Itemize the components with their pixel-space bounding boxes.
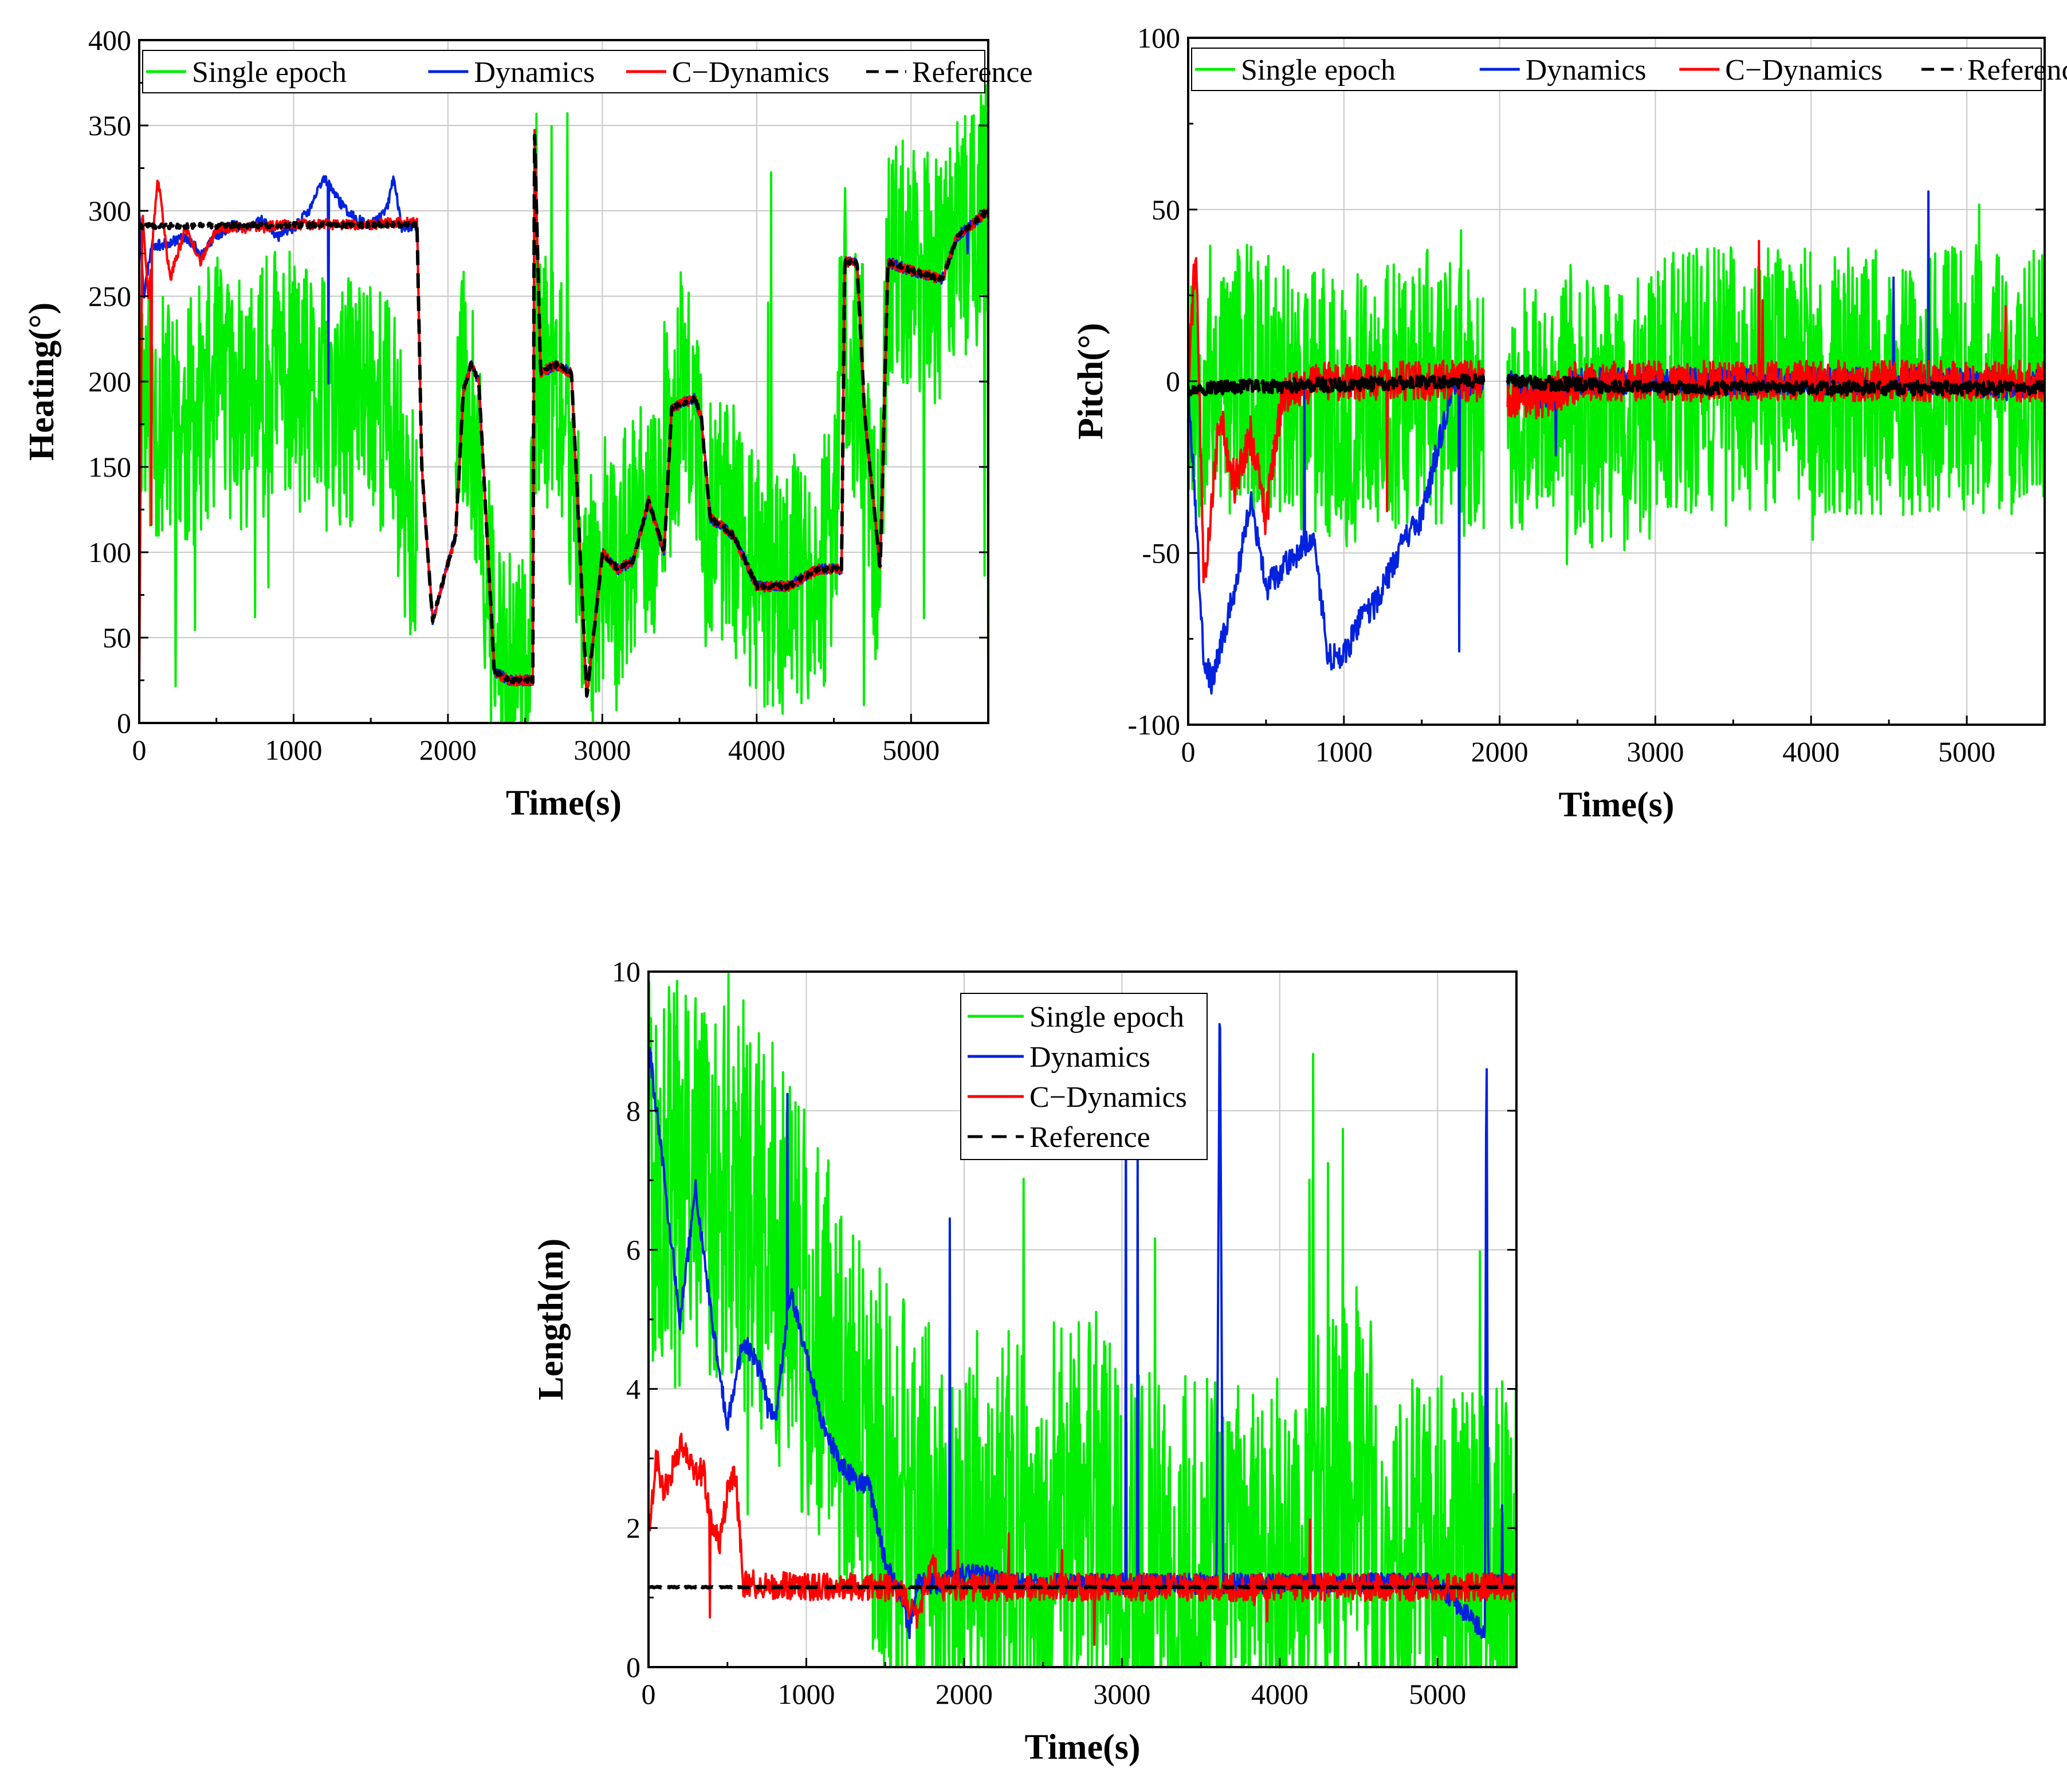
length-y-tick-label: 6 [626, 1234, 640, 1266]
length-legend-label: Reference [1029, 1121, 1150, 1154]
pitch-chart: 0 1000 2000 3000 4000 5000 -100 -50 0 50 100 Time(s… [1071, 22, 2067, 824]
pitch-y-tick-label: 100 [1137, 22, 1180, 54]
heading-legend-box [142, 50, 985, 93]
heading-x-tick-label: 4000 [728, 734, 785, 766]
length-x-axis-label: Time(s) [1024, 1728, 1140, 1767]
heading-legend-label: Single epoch [192, 56, 347, 89]
heading-legend-item-dynamics: Dynamics [428, 56, 595, 89]
pitch-x-axis-label: Time(s) [1558, 785, 1674, 824]
heading-y-tick-label: 250 [88, 280, 131, 312]
length-legend-item-single-epoch: Single epoch [968, 1001, 1184, 1033]
pitch-legend-label: Single epoch [1241, 54, 1396, 87]
heading-y-tick-label: 100 [88, 536, 131, 568]
pitch-x-tick-label: 5000 [1938, 736, 1995, 768]
length-chart: 0 1000 2000 3000 4000 5000 0 2 4 6 8 10 Time(s) Lengt… [532, 956, 1518, 1767]
pitch-legend-item-single-epoch: Single epoch [1195, 54, 1396, 87]
heading-legend-item-c-dynamics: C−Dynamics [626, 56, 830, 89]
pitch-series-single-epoch [1188, 203, 2045, 565]
pitch-legend-label: Dynamics [1526, 54, 1646, 87]
length-series-reference [649, 1585, 1516, 1590]
length-x-tick-label: 2000 [936, 1678, 993, 1710]
pitch-y-tick-label: 50 [1152, 194, 1180, 226]
heading-x-axis-label: Time(s) [506, 784, 622, 823]
pitch-legend-item-dynamics: Dynamics [1479, 54, 1646, 87]
length-y-tick-label: 0 [626, 1651, 640, 1683]
length-legend-item-c-dynamics: C−Dynamics [968, 1081, 1187, 1114]
heading-y-tick-label: 400 [88, 24, 131, 56]
heading-y-tick-label: 200 [88, 366, 131, 398]
pitch-x-tick-label: 3000 [1626, 736, 1684, 768]
length-x-tick-label: 4000 [1251, 1678, 1308, 1710]
heading-x-tick-label: 2000 [419, 734, 477, 766]
heading-legend-item-single-epoch: Single epoch [146, 56, 347, 89]
heading-y-tick-label: 350 [88, 109, 131, 142]
heading-legend: Single epoch Dynamics C−Dynamics Reference [142, 50, 1033, 93]
heading-y-axis-label: Heating(°) [22, 302, 61, 461]
length-y-tick-label: 8 [626, 1095, 640, 1127]
length-y-axis-label: Length(m) [532, 1239, 571, 1400]
heading-x-tick-label: 1000 [265, 734, 322, 766]
length-x-tick-label: 3000 [1093, 1678, 1150, 1710]
length-series-single-epoch [649, 972, 1516, 1667]
heading-legend-label: Reference [912, 56, 1033, 89]
heading-legend-label: C−Dynamics [672, 56, 830, 89]
heading-chart: 0 1000 2000 3000 4000 5000 0 50 100 150 200 250 300 3… [22, 24, 1033, 823]
length-legend-label: C−Dynamics [1029, 1081, 1187, 1114]
pitch-legend-box [1191, 48, 2042, 91]
heading-y-tick-label: 0 [117, 707, 131, 739]
pitch-legend-item-reference: Reference [1921, 54, 2067, 87]
length-x-tick-label: 0 [642, 1678, 656, 1710]
pitch-y-tick-label: -50 [1142, 537, 1180, 569]
length-y-tick-label: 10 [612, 956, 640, 988]
pitch-series-reference [1188, 373, 2045, 397]
pitch-legend: Single epoch Dynamics C−Dynamics Reference [1191, 48, 2067, 91]
length-legend-item-reference: Reference [968, 1121, 1150, 1154]
heading-legend-item-reference: Reference [866, 56, 1033, 89]
pitch-x-tick-label: 0 [1181, 736, 1196, 768]
pitch-legend-label: Reference [1967, 54, 2067, 87]
heading-x-tick-label: 0 [132, 734, 147, 766]
heading-y-tick-label: 300 [88, 195, 131, 227]
heading-x-tick-label: 3000 [573, 734, 631, 766]
pitch-x-tick-label: 2000 [1471, 736, 1528, 768]
pitch-legend-item-c-dynamics: C−Dynamics [1679, 54, 1883, 87]
length-legend-label: Single epoch [1029, 1001, 1184, 1033]
pitch-legend-label: C−Dynamics [1725, 54, 1883, 87]
heading-y-tick-label: 50 [103, 622, 131, 654]
heading-y-tick-label: 150 [88, 451, 131, 483]
length-x-tick-label: 5000 [1409, 1678, 1466, 1710]
heading-series-single-epoch [139, 84, 988, 723]
length-legend-item-dynamics: Dynamics [968, 1041, 1150, 1074]
length-legend-box [960, 993, 1208, 1160]
length-series-c-dynamics [649, 1432, 1516, 1646]
length-y-tick-label: 4 [626, 1373, 640, 1405]
length-x-tick-label: 1000 [777, 1678, 835, 1710]
heading-series-reference [139, 133, 988, 698]
length-legend-label: Dynamics [1029, 1041, 1150, 1074]
pitch-x-tick-label: 4000 [1782, 736, 1840, 768]
heading-legend-label: Dynamics [474, 56, 595, 89]
pitch-x-tick-label: 1000 [1315, 736, 1373, 768]
pitch-y-tick-label: 0 [1166, 366, 1180, 398]
pitch-y-axis-label: Pitch(°) [1071, 323, 1110, 440]
heading-x-tick-label: 5000 [882, 734, 940, 766]
pitch-y-tick-label: -100 [1127, 709, 1180, 741]
length-legend: Single epoch Dynamics C−Dynamics Reference [960, 993, 1208, 1160]
length-y-tick-label: 2 [626, 1512, 640, 1544]
